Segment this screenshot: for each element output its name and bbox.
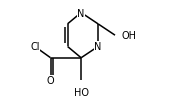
Text: O: O: [47, 76, 54, 86]
Text: N: N: [77, 9, 85, 18]
Text: HO: HO: [74, 87, 89, 97]
Text: N: N: [94, 42, 102, 52]
Text: OH: OH: [122, 31, 137, 41]
Text: Cl: Cl: [30, 42, 40, 52]
